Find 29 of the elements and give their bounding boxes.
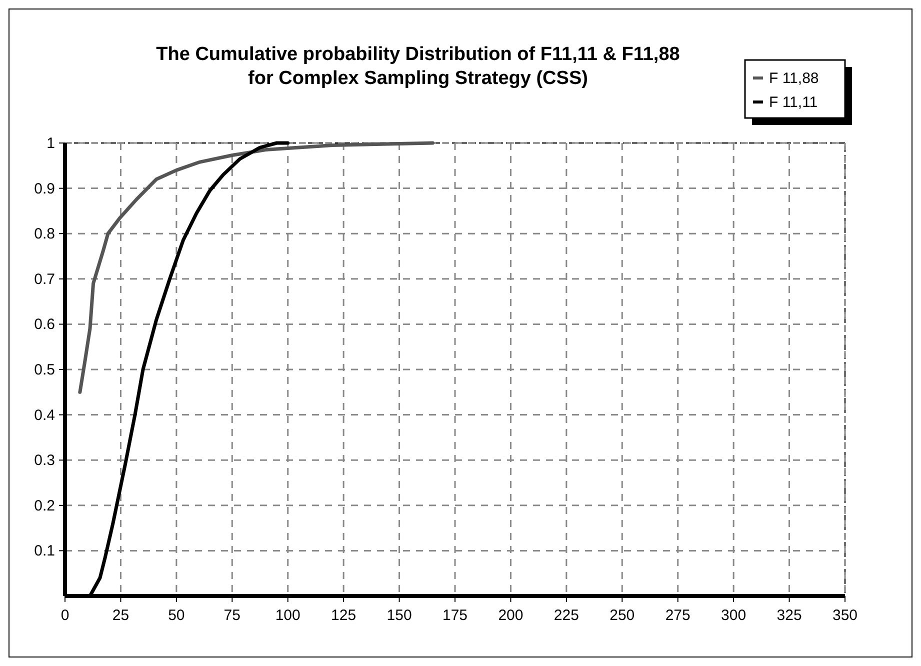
y-tick-label: 0.5 xyxy=(34,362,55,378)
x-tick-label: 225 xyxy=(554,607,579,624)
x-tick-label: 175 xyxy=(442,607,468,624)
legend-label: F 11,11 xyxy=(769,94,818,111)
y-tick-label: 0.4 xyxy=(34,406,55,424)
y-tick-label: 0.9 xyxy=(34,180,55,198)
x-tick-label: 300 xyxy=(721,607,746,624)
x-tick-label: 150 xyxy=(386,607,412,624)
chart-title: The Cumulative probability Distribution of F11,11 & F11,88 for Complex Sampling Strategy (CSS) xyxy=(156,44,680,89)
x-tick-label: 0 xyxy=(60,607,70,624)
x-tick-label: 125 xyxy=(331,607,356,624)
y-tick-label: 0.8 xyxy=(34,226,55,243)
y-tick-label: 0.3 xyxy=(34,452,55,470)
x-tick-label: 25 xyxy=(112,607,130,624)
y-tick-label: 0.7 xyxy=(34,270,55,288)
x-tick-label: 75 xyxy=(224,607,240,624)
x-tick-label: 100 xyxy=(275,607,300,624)
y-tick-label: 1 xyxy=(46,135,55,152)
x-tick-label: 250 xyxy=(610,607,635,624)
legend-label: F 11,88 xyxy=(769,70,819,87)
line-series xyxy=(78,141,434,394)
x-tick-label: 275 xyxy=(665,607,690,624)
x-tick-label: 325 xyxy=(776,607,802,624)
x-tick-label: 200 xyxy=(498,607,524,624)
y-tick-label: 0.6 xyxy=(34,316,55,334)
x-tick-label: 350 xyxy=(832,607,858,624)
x-tick-label: 50 xyxy=(168,607,185,624)
y-tick-label: 0.1 xyxy=(34,542,55,560)
y-tick-label: 0.2 xyxy=(34,497,55,514)
